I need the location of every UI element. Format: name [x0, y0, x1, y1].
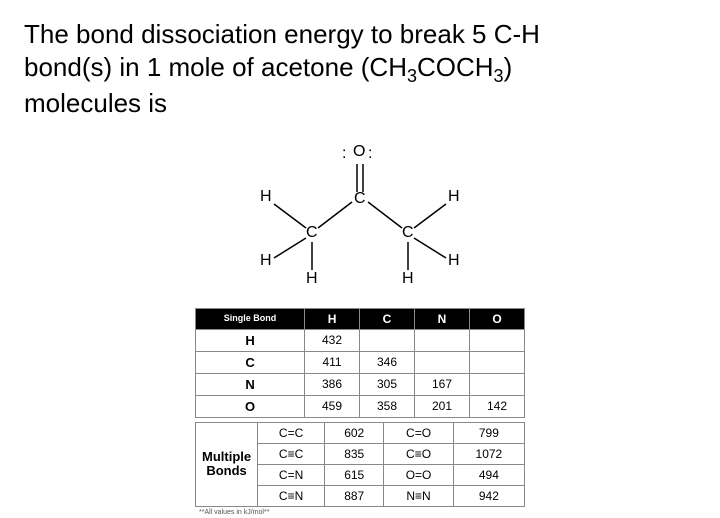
- table-row: Multiple Bonds C=C 602 C=O 799: [196, 422, 525, 443]
- cell: 358: [360, 395, 415, 417]
- cell: [415, 329, 470, 351]
- cell: [469, 373, 524, 395]
- cell: 167: [415, 373, 470, 395]
- cell: 432: [305, 329, 360, 351]
- cell: N≡N: [384, 485, 453, 506]
- cell: 602: [325, 422, 384, 443]
- cell: 346: [360, 351, 415, 373]
- col-c: C: [360, 308, 415, 329]
- h6: H: [402, 270, 414, 288]
- q-sub2: 3: [494, 66, 504, 86]
- multiple-bonds-header: Multiple Bonds: [196, 422, 258, 506]
- cell: C≡O: [384, 443, 453, 464]
- row-n: N: [196, 373, 305, 395]
- table-row: C 411 346: [196, 351, 525, 373]
- col-h: H: [305, 308, 360, 329]
- col-n: N: [415, 308, 470, 329]
- cell: 386: [305, 373, 360, 395]
- cell: 305: [360, 373, 415, 395]
- cell: 411: [305, 351, 360, 373]
- oxygen-atom: O: [353, 143, 365, 161]
- cell: 799: [453, 422, 524, 443]
- q-line2b: COCH: [417, 52, 494, 82]
- cell: C≡C: [258, 443, 325, 464]
- lone-pair-left: :: [342, 145, 346, 163]
- cell: O=O: [384, 464, 453, 485]
- bond-energy-tables: Single Bond H C N O H 432 C 411 346 N 38…: [195, 308, 525, 518]
- cell: [469, 351, 524, 373]
- h3: H: [306, 270, 318, 288]
- h1: H: [260, 188, 272, 206]
- row-o: O: [196, 395, 305, 417]
- table-row: O 459 358 201 142: [196, 395, 525, 417]
- h5: H: [448, 252, 460, 270]
- row-c: C: [196, 351, 305, 373]
- bond-lines: [210, 140, 510, 290]
- cell: 942: [453, 485, 524, 506]
- cell: C=N: [258, 464, 325, 485]
- mb-t1: Multiple: [202, 449, 251, 464]
- q-line3: molecules is: [24, 88, 167, 118]
- cell: [469, 329, 524, 351]
- cell: 494: [453, 464, 524, 485]
- mb-t2: Bonds: [206, 463, 246, 478]
- single-bonds-table: Single Bond H C N O H 432 C 411 346 N 38…: [195, 308, 525, 418]
- table-footnote: **All values in kJ/mol**: [195, 507, 525, 518]
- cell: [415, 351, 470, 373]
- cell: 142: [469, 395, 524, 417]
- h4: H: [448, 188, 460, 206]
- lone-pair-right: :: [368, 145, 372, 163]
- table-row: H 432: [196, 329, 525, 351]
- col-o: O: [469, 308, 524, 329]
- q-sub1: 3: [407, 66, 417, 86]
- q-line2a: bond(s) in 1 mole of acetone (CH: [24, 52, 407, 82]
- q-line1: The bond dissociation energy to break 5 …: [24, 19, 540, 49]
- cell: C=O: [384, 422, 453, 443]
- cell: 459: [305, 395, 360, 417]
- question-text: The bond dissociation energy to break 5 …: [24, 18, 696, 120]
- multiple-bonds-table: Multiple Bonds C=C 602 C=O 799 C≡C 835 C…: [195, 422, 525, 507]
- carbon-top: C: [354, 190, 366, 208]
- h2: H: [260, 252, 272, 270]
- carbon-right: C: [402, 224, 414, 242]
- cell: C≡N: [258, 485, 325, 506]
- cell: 887: [325, 485, 384, 506]
- cell: 835: [325, 443, 384, 464]
- single-bond-header: Single Bond: [196, 308, 305, 329]
- table-row: N 386 305 167: [196, 373, 525, 395]
- molecule-diagram: : O : C C C H H H H H H: [210, 140, 510, 290]
- q-line2c: ): [504, 52, 513, 82]
- row-h: H: [196, 329, 305, 351]
- cell: 615: [325, 464, 384, 485]
- cell: [360, 329, 415, 351]
- cell: 201: [415, 395, 470, 417]
- cell: 1072: [453, 443, 524, 464]
- cell: C=C: [258, 422, 325, 443]
- carbon-left: C: [306, 224, 318, 242]
